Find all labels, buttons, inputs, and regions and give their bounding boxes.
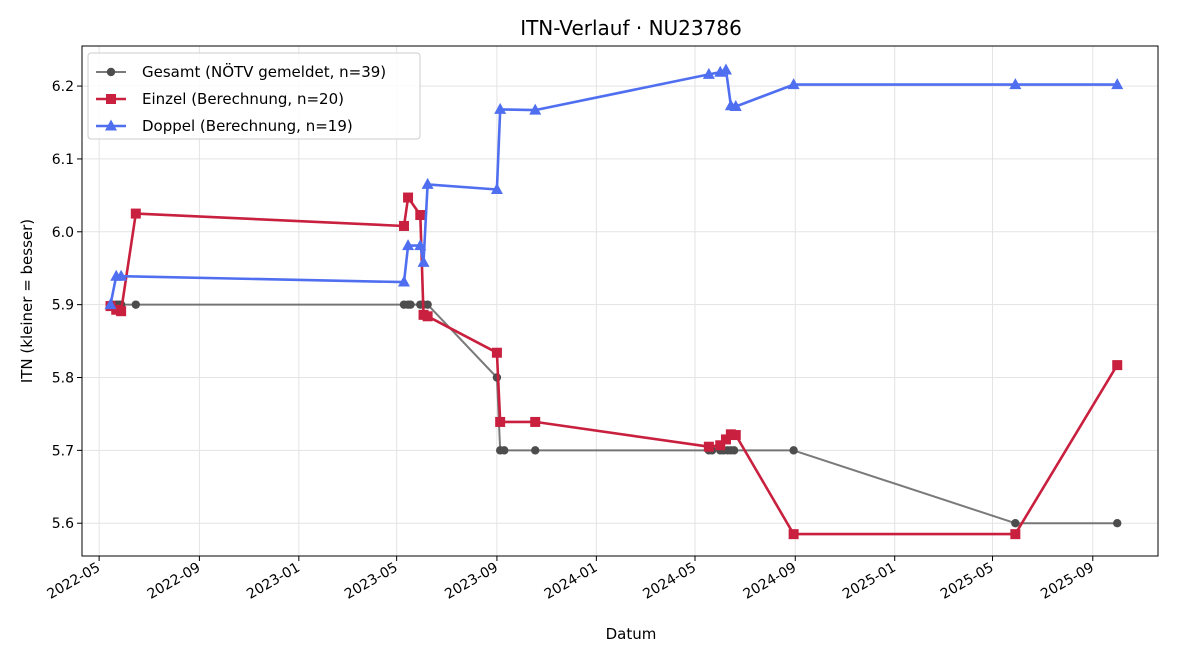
y-tick-label: 5.8 bbox=[52, 371, 74, 387]
legend-marker bbox=[105, 119, 117, 131]
data-point bbox=[1009, 78, 1022, 90]
data-point bbox=[421, 177, 434, 189]
data-point bbox=[1010, 529, 1021, 540]
data-point bbox=[398, 220, 409, 231]
y-tick-label: 5.7 bbox=[52, 443, 74, 459]
series-line bbox=[109, 196, 1119, 536]
legend-box bbox=[87, 52, 421, 140]
data-point bbox=[715, 440, 726, 451]
legend-label: Einzel (Berechnung, n=20) bbox=[142, 90, 344, 108]
x-tick-label: 2025-09 bbox=[1038, 560, 1097, 603]
x-tick-label: 2025-05 bbox=[938, 560, 997, 603]
data-point bbox=[104, 298, 117, 310]
series-line bbox=[110, 303, 1118, 525]
legend-label: Doppel (Berechnung, n=19) bbox=[142, 117, 353, 135]
data-point bbox=[116, 306, 127, 317]
data-point bbox=[402, 239, 415, 251]
y-tick-label: 6.2 bbox=[52, 79, 74, 95]
legend: Gesamt (NÖTV gemeldet, n=39) Einzel (Bere… bbox=[87, 52, 421, 140]
series-square bbox=[105, 192, 1123, 540]
data-point bbox=[490, 183, 503, 195]
x-tick-label: 2024-01 bbox=[542, 560, 601, 603]
x-tick-label: 2022-09 bbox=[145, 560, 204, 603]
data-point bbox=[423, 300, 432, 309]
data-point bbox=[415, 210, 426, 221]
series-circle bbox=[106, 300, 1122, 528]
series-triangle bbox=[104, 63, 1124, 310]
data-point bbox=[131, 300, 140, 309]
data-point bbox=[491, 347, 502, 358]
y-tick-label: 6.0 bbox=[52, 225, 74, 241]
data-point bbox=[1111, 78, 1124, 90]
data-point bbox=[422, 311, 433, 322]
data-point bbox=[406, 300, 415, 309]
plot-area-frame bbox=[81, 45, 1159, 557]
data-point bbox=[787, 78, 800, 90]
y-tick-label: 5.9 bbox=[52, 298, 74, 314]
data-point bbox=[417, 255, 430, 267]
x-tick-label: 2022-05 bbox=[44, 560, 103, 603]
series-layer bbox=[104, 63, 1124, 540]
x-axis-label: Datum bbox=[606, 625, 657, 643]
data-point bbox=[788, 529, 799, 540]
data-point bbox=[719, 63, 732, 75]
data-point bbox=[115, 269, 128, 281]
x-tick-label: 2023-09 bbox=[442, 560, 501, 603]
data-point bbox=[729, 446, 739, 455]
data-point bbox=[494, 102, 507, 114]
data-point bbox=[531, 446, 540, 455]
data-point bbox=[495, 416, 506, 427]
data-point bbox=[789, 446, 798, 455]
data-point bbox=[730, 430, 741, 441]
data-point bbox=[720, 434, 731, 445]
chart-title: ITN-Verlauf · NU23786 bbox=[520, 16, 742, 40]
x-tick-label: 2023-01 bbox=[244, 560, 303, 603]
legend-label: Gesamt (NÖTV gemeldet, n=39) bbox=[142, 62, 386, 81]
data-point bbox=[1011, 519, 1020, 528]
data-point bbox=[414, 239, 427, 251]
data-point bbox=[397, 275, 410, 287]
data-point bbox=[702, 67, 715, 79]
data-point bbox=[130, 208, 141, 219]
data-point bbox=[1112, 360, 1123, 371]
legend-marker bbox=[106, 94, 116, 104]
legend-marker bbox=[106, 67, 116, 77]
data-point bbox=[403, 192, 414, 203]
data-point bbox=[530, 416, 541, 427]
x-tick-label: 2024-05 bbox=[640, 560, 699, 603]
x-axis-ticks: 2022-05 2022-09 2023-01 2023-05 2023-09 2024-… bbox=[44, 556, 1097, 603]
data-point bbox=[703, 441, 714, 452]
y-axis-ticks: 5.6 5.7 5.8 5.9 6.0 6.1 6.2 bbox=[52, 79, 82, 532]
x-tick-label: 2023-05 bbox=[342, 560, 401, 603]
y-tick-label: 5.6 bbox=[52, 516, 74, 532]
x-tick-label: 2024-09 bbox=[741, 560, 800, 603]
y-tick-label: 6.1 bbox=[52, 152, 74, 168]
data-point bbox=[500, 446, 509, 455]
x-tick-label: 2025-01 bbox=[840, 560, 899, 603]
data-point bbox=[729, 99, 742, 111]
data-point bbox=[1113, 519, 1122, 528]
data-point bbox=[529, 103, 542, 115]
y-axis-label: ITN (kleiner = besser) bbox=[18, 219, 36, 383]
